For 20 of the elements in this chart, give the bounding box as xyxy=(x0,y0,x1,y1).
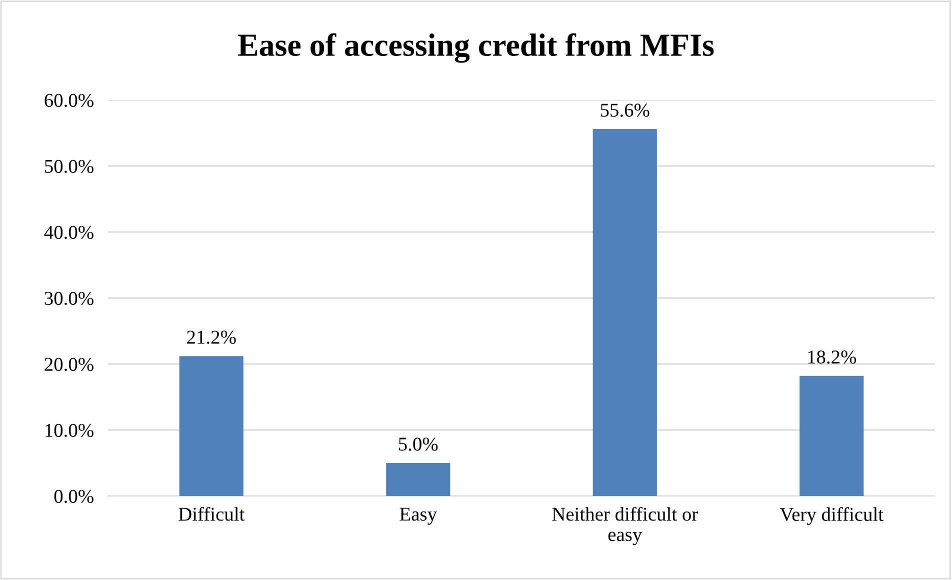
y-tick-label: 60.0% xyxy=(44,94,94,108)
data-label: 21.2% xyxy=(187,330,236,344)
bar xyxy=(800,376,864,496)
y-tick-label: 40.0% xyxy=(44,226,94,240)
bar xyxy=(592,129,657,496)
bar xyxy=(179,356,244,496)
x-tick-label: Difficult xyxy=(178,506,245,521)
x-tick-label: Neither difficult or easy xyxy=(552,506,698,546)
y-tick-label: 30.0% xyxy=(44,292,94,306)
y-tick-label: 0.0% xyxy=(54,490,94,504)
y-tick-label: 10.0% xyxy=(46,424,94,438)
data-label: 5.0% xyxy=(399,438,438,451)
x-tick-label: Easy xyxy=(400,508,437,525)
y-tick-label: 50.0% xyxy=(45,160,94,174)
data-label: 55.6% xyxy=(600,104,650,117)
bar xyxy=(386,463,450,496)
x-tick-label: Very difficult xyxy=(780,507,884,525)
chart-title: Ease of accessing credit from MFIs xyxy=(238,33,714,63)
y-tick-label: 20.0% xyxy=(44,358,94,372)
data-label: 18.2% xyxy=(808,350,856,364)
